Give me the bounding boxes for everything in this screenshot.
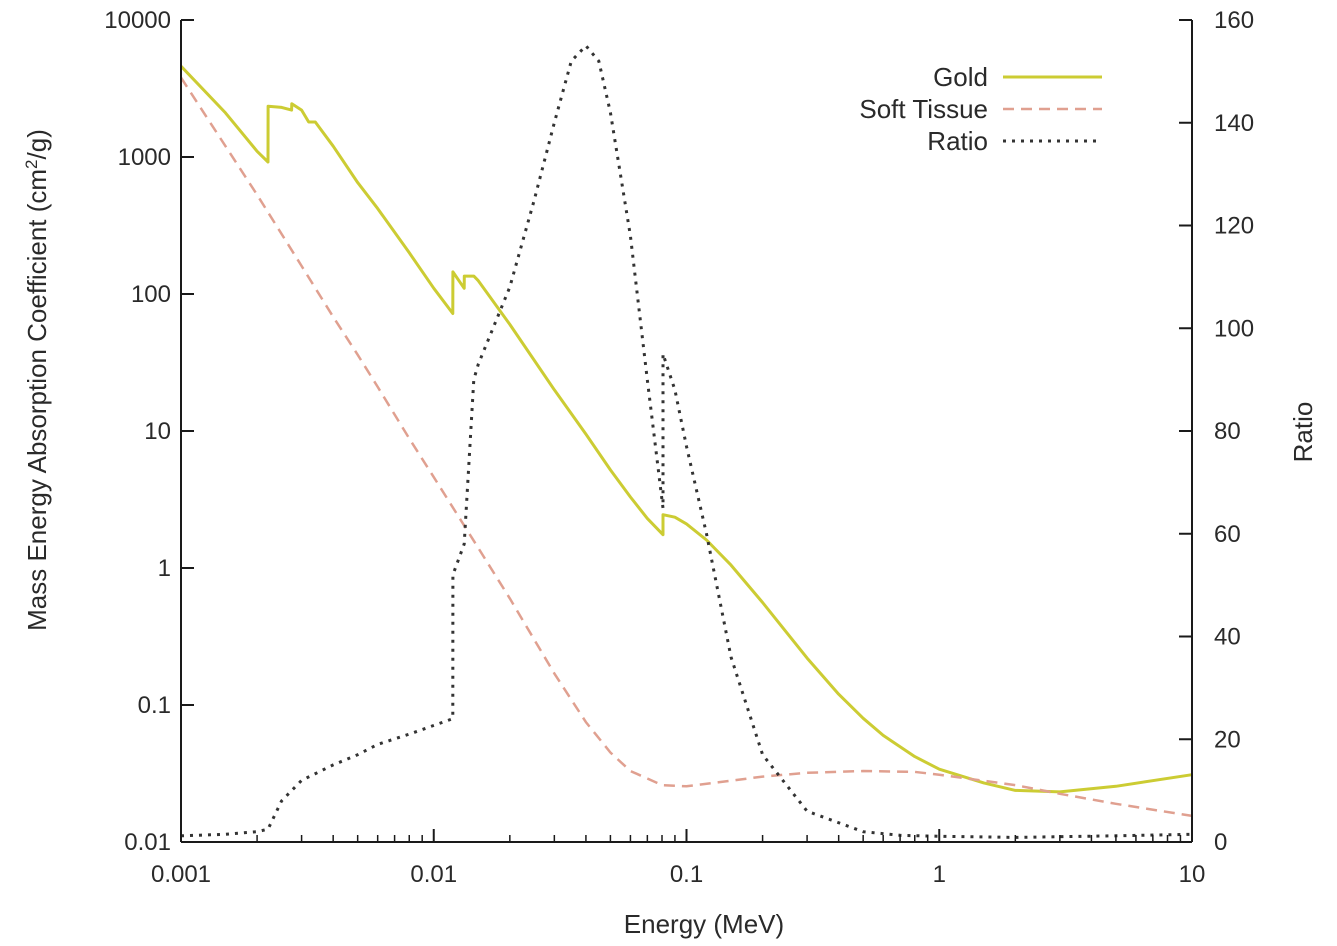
- y-tick-label: 100: [131, 281, 171, 308]
- legend-label-gold: Gold: [933, 62, 988, 92]
- y2-tick-label: 20: [1214, 726, 1241, 753]
- y-tick-label: 10000: [104, 7, 171, 34]
- x-tick-label: 0.01: [410, 861, 457, 888]
- y-tick-label: 0.01: [124, 829, 171, 856]
- y-tick-label: 1: [158, 555, 171, 582]
- y2-tick-label: 0: [1214, 829, 1227, 856]
- y-tick-label: 10: [144, 418, 171, 445]
- y2-tick-label: 40: [1214, 624, 1241, 651]
- y2-tick-label: 120: [1214, 213, 1254, 240]
- y-axis-title: Mass Energy Absorption Coefficient (cm2/…: [22, 129, 52, 631]
- series-layer: [179, 44, 1193, 839]
- x-tick-label: 10: [1179, 861, 1206, 888]
- y2-tick-label: 80: [1214, 418, 1241, 445]
- legend: Gold Soft Tissue Ratio: [859, 62, 1102, 156]
- ticks-layer: 0.001 0.01 0.1 1 101000010001001010.10.01160…: [104, 7, 1254, 888]
- x-axis-title: Energy (MeV): [624, 909, 784, 939]
- series-line-gold: [179, 65, 1193, 794]
- x-tick-label: 0.1: [670, 861, 703, 888]
- y2-tick-label: 60: [1214, 521, 1241, 548]
- legend-label-soft-tissue: Soft Tissue: [859, 94, 988, 124]
- x-tick-label: 0.001: [151, 861, 211, 888]
- y2-axis-title: Ratio: [1288, 402, 1318, 463]
- series-line-soft-tissue: [179, 76, 1193, 818]
- legend-label-ratio: Ratio: [927, 126, 988, 156]
- x-tick-label: 1: [933, 861, 946, 888]
- y2-tick-label: 100: [1214, 315, 1254, 342]
- y-tick-label: 1000: [118, 144, 171, 171]
- y2-tick-label: 140: [1214, 110, 1254, 137]
- y2-tick-label: 160: [1214, 7, 1254, 34]
- y-tick-label: 0.1: [138, 692, 171, 719]
